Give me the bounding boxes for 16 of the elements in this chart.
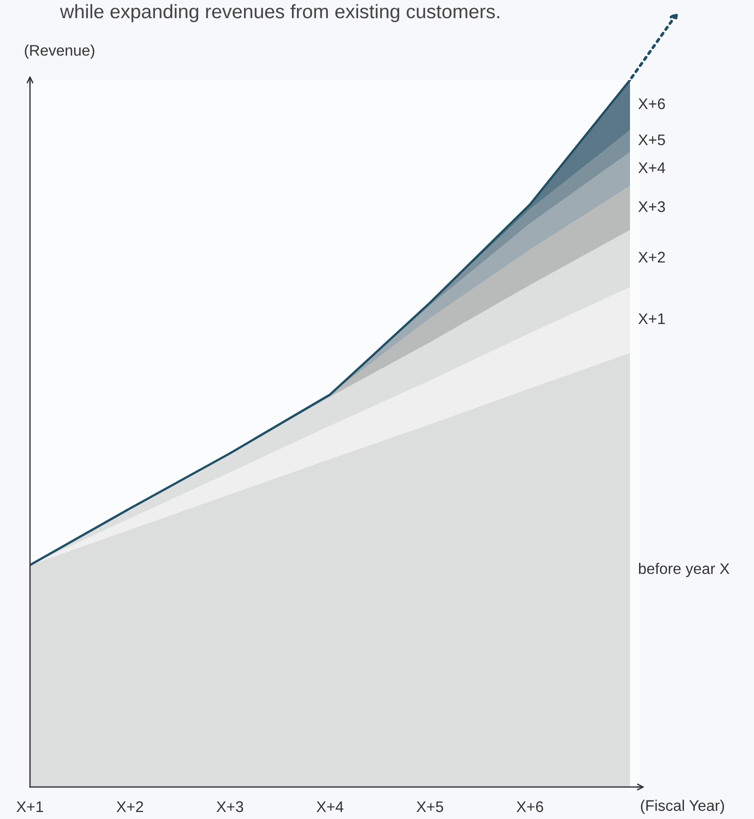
x-tick-label: X+6: [516, 801, 544, 812]
text: while expanding revenues from existing customers.: [60, 4, 500, 22]
series-label: X+4: [638, 162, 666, 174]
x-tick-label: X+2: [116, 801, 144, 812]
series-label: before year X: [638, 562, 730, 578]
y-axis-title: (Revenue): [24, 44, 94, 59]
series-label: X+3: [638, 201, 665, 212]
x-tick-label: X+5: [416, 801, 444, 812]
x-tick-label: X+1: [16, 801, 44, 812]
x-tick-label: X+3: [216, 801, 244, 812]
x-tick-label: X+4: [316, 801, 344, 812]
series-label: X+1: [638, 313, 665, 324]
series-label: X+5: [638, 134, 665, 146]
x-axis-title: (Fiscal Year): [640, 800, 724, 814]
series-label: X+2: [638, 252, 665, 262]
series-label: X+6: [638, 98, 665, 110]
